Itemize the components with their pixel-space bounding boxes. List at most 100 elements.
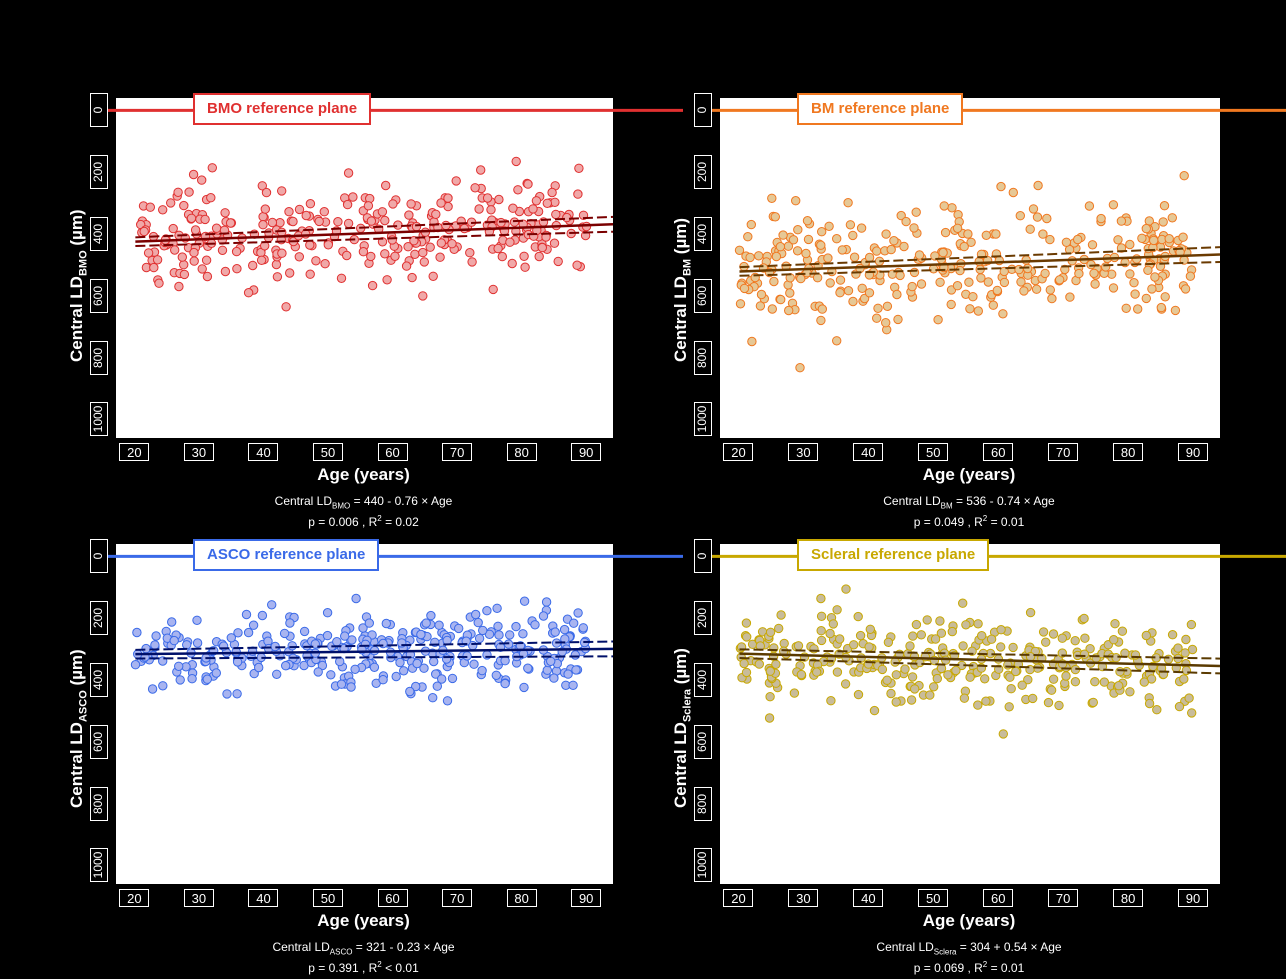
data-point	[968, 292, 978, 302]
data-point	[571, 665, 581, 675]
y-tick-label: 0	[694, 539, 712, 574]
data-point	[518, 629, 528, 639]
data-point	[241, 609, 252, 620]
data-point	[755, 301, 766, 311]
data-point	[546, 656, 556, 667]
data-point	[952, 281, 963, 291]
data-point	[578, 623, 588, 633]
data-point	[1017, 680, 1027, 690]
data-point	[932, 673, 943, 684]
data-point	[1089, 268, 1099, 279]
data-point	[770, 212, 780, 222]
data-point	[765, 627, 776, 638]
data-point	[443, 193, 453, 203]
data-point	[243, 288, 254, 298]
data-point	[817, 227, 827, 237]
data-point	[201, 255, 212, 265]
y-tick-label: 200	[90, 601, 108, 636]
data-point	[816, 611, 827, 622]
data-point	[1116, 216, 1127, 226]
x-axis-label: Age (years)	[317, 465, 410, 484]
data-point	[467, 257, 477, 267]
data-point	[416, 629, 426, 640]
data-point	[816, 635, 827, 646]
data-point	[1079, 613, 1089, 624]
data-point	[801, 248, 811, 259]
y-tick-label: 400	[90, 217, 108, 251]
y-tick-label: 1000	[90, 402, 108, 437]
data-point	[977, 631, 987, 641]
data-point	[231, 246, 242, 257]
data-point	[916, 630, 927, 640]
data-point	[1040, 268, 1050, 279]
data-point	[538, 611, 549, 621]
data-point	[511, 621, 521, 632]
data-point	[470, 183, 480, 193]
data-point	[1054, 700, 1064, 711]
data-point	[322, 630, 333, 641]
data-point	[1057, 633, 1067, 643]
data-point	[991, 229, 1001, 239]
data-point	[226, 633, 237, 643]
regression-equation: Central LDBMO = 440 - 0.76 × Age p = 0.00…	[274, 494, 453, 530]
data-point	[1004, 702, 1014, 712]
data-point	[419, 663, 429, 673]
data-point	[910, 684, 920, 694]
data-point	[299, 626, 310, 637]
data-point	[248, 620, 259, 630]
data-point	[1143, 265, 1153, 276]
data-point	[1137, 233, 1147, 244]
data-point	[1179, 674, 1189, 684]
data-point	[843, 286, 854, 296]
data-point	[411, 221, 422, 232]
data-point	[1144, 698, 1155, 709]
data-point	[233, 628, 243, 638]
data-point	[955, 265, 965, 276]
data-point	[824, 221, 834, 232]
y-label-sub: BM	[681, 258, 694, 277]
data-point	[190, 225, 201, 235]
data-point	[964, 277, 974, 287]
data-point	[167, 617, 177, 627]
x-tick-label: 40	[853, 443, 884, 461]
data-point	[1038, 229, 1048, 239]
data-point	[407, 272, 417, 283]
data-point	[145, 202, 155, 212]
data-point	[845, 220, 856, 230]
data-point	[333, 217, 343, 227]
data-point	[405, 686, 415, 697]
data-point	[1045, 285, 1055, 295]
data-point	[739, 283, 750, 294]
data-point	[1008, 187, 1018, 198]
data-point	[388, 199, 398, 209]
data-point	[1108, 283, 1119, 293]
data-point	[220, 266, 231, 277]
data-point	[1152, 705, 1162, 715]
data-point	[319, 207, 330, 217]
data-point	[812, 273, 823, 283]
confidence-band-line	[739, 246, 1221, 269]
confidence-band-line	[739, 260, 1221, 277]
data-point	[202, 674, 213, 684]
data-point	[835, 288, 845, 298]
data-point	[285, 618, 295, 628]
data-point	[1141, 293, 1151, 304]
data-point	[1047, 293, 1057, 304]
data-point	[130, 660, 141, 670]
data-point	[395, 657, 405, 668]
data-point	[1046, 685, 1057, 695]
data-point	[734, 245, 745, 256]
data-point	[764, 713, 775, 723]
data-point	[1133, 304, 1143, 314]
data-point	[271, 259, 282, 270]
data-point	[825, 628, 835, 639]
data-point	[947, 626, 958, 637]
data-point	[232, 689, 242, 699]
data-point	[509, 217, 520, 227]
y-label-main: Central LD	[67, 722, 86, 808]
data-point	[1101, 262, 1111, 272]
data-point	[901, 216, 911, 227]
data-point	[500, 678, 510, 689]
data-point	[465, 248, 475, 258]
data-point	[1114, 681, 1124, 691]
